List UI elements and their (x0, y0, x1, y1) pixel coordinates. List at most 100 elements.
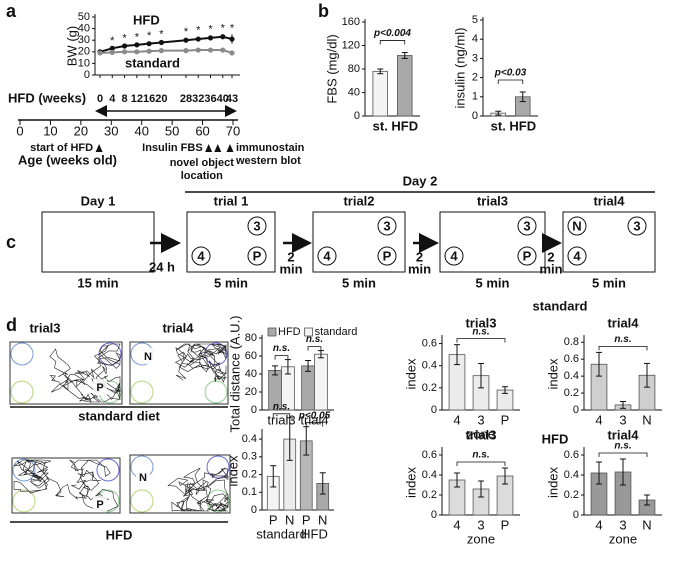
x-tick-label: 28 (180, 93, 192, 105)
significance-label: p<0.03 (494, 68, 527, 79)
object-label: 4 (573, 248, 581, 263)
duration-label: 5 min (592, 275, 626, 290)
object-label-bg (136, 469, 150, 485)
x-tick-label: N (285, 512, 294, 527)
significance-label: n.s. (472, 326, 489, 337)
significance-mark: * (147, 30, 152, 42)
x-tick-label: 36 (204, 93, 216, 105)
y-tick-label: 0.2 (422, 382, 437, 394)
point (158, 39, 164, 46)
y-tick-label: 40 (245, 368, 257, 380)
timeline-tick-label: 30 (104, 123, 118, 138)
significance-mark: * (110, 35, 115, 47)
y-tick-label: 1 (472, 91, 478, 103)
event-marker (214, 144, 222, 152)
y-tick-label: 0.2 (242, 468, 257, 480)
y-axis-label: insulin (ng/ml) (452, 28, 467, 109)
significance-bracket (307, 346, 322, 351)
x-tick-label: HFD (509, 118, 536, 133)
significance-bracket (598, 346, 648, 351)
legend-swatch (304, 327, 314, 337)
interval-label: 2 (287, 249, 294, 264)
x-tick-label: 16 (143, 93, 155, 105)
significance-mark: * (184, 26, 189, 38)
x-tick-label: P (302, 512, 311, 527)
x-tick-label: 3 (477, 412, 484, 427)
y-tick-label: 0.2 (422, 489, 437, 501)
significance-label: n.s. (273, 401, 290, 412)
x-axis-label: zone (467, 531, 495, 546)
chart-title: trial4 (607, 315, 639, 330)
significance-mark: * (159, 29, 164, 41)
x-tick-label: trial4 (300, 412, 328, 427)
object-label: 3 (383, 218, 390, 233)
point (195, 36, 201, 42)
group-label: HFD (301, 526, 328, 541)
event-label: immunostain (236, 142, 305, 154)
panel-label: d (6, 315, 17, 335)
point (109, 49, 115, 55)
object (377, 246, 397, 266)
event-label: novel object (170, 157, 235, 169)
object-label: P (96, 382, 103, 394)
object-label-bg (93, 496, 107, 512)
y-tick-label: 0.4 (422, 360, 437, 372)
y-tick-label: 80 (245, 332, 257, 344)
y-axis-label: index (403, 358, 418, 390)
timeline-tick-label: 50 (165, 123, 179, 138)
object-label: N (144, 351, 152, 363)
bar (372, 70, 388, 117)
track (49, 343, 121, 403)
significance-mark: * (135, 32, 140, 44)
point (207, 47, 214, 53)
series-label: HFD (133, 12, 160, 27)
y-axis-label: Total distance (A.U.) (227, 315, 242, 432)
trial-label: trial3 (29, 320, 60, 335)
timeline-axis-label: Age (weeks old) (18, 152, 117, 167)
duration-label: 5 min (342, 275, 376, 290)
day-label: Day 1 (81, 193, 116, 208)
group-heading: HFD (542, 431, 569, 446)
significance-bracket (305, 422, 324, 427)
track (167, 467, 229, 512)
y-tick-label: 0 (251, 404, 257, 416)
y-tick-label: 0.6 (564, 449, 579, 461)
point (121, 49, 128, 55)
duration-label: 5 min (214, 275, 248, 290)
y-tick-label: 50 (78, 11, 90, 23)
zone-circle (206, 455, 230, 479)
timeline-tick-label: 70 (226, 123, 240, 138)
y-tick-label: 0.4 (422, 469, 437, 481)
object-label-bg (93, 379, 107, 395)
significance-mark: * (221, 22, 226, 34)
x-tick-label: P (501, 412, 510, 427)
legend-label: HFD (278, 326, 301, 338)
object-label: P (253, 248, 262, 263)
interval-label: 2 (547, 249, 554, 264)
significance-label: n.s. (273, 343, 290, 354)
timeline-tick-label: 40 (134, 123, 148, 138)
x-tick-label: st. (373, 118, 388, 133)
object (517, 216, 537, 236)
significance-mark: * (122, 33, 127, 45)
object-label: P (96, 499, 103, 511)
significance-bracket (598, 452, 648, 457)
zone-circle (204, 342, 228, 366)
y-tick-label: 0.6 (422, 449, 437, 461)
point (195, 47, 201, 53)
y-tick-label: 20 (245, 386, 257, 398)
point (146, 41, 152, 47)
x-tick-label: 4 (109, 93, 116, 105)
timeline-tick-label: 20 (74, 123, 88, 138)
trial-label: trial 1 (214, 193, 249, 208)
significance-mark: * (230, 22, 235, 34)
point (229, 36, 235, 42)
object (517, 246, 537, 266)
x-tick-label: N (642, 517, 651, 532)
y-tick-label: 20 (78, 46, 90, 58)
x-tick-label: N (642, 412, 651, 427)
event-label: location (181, 170, 223, 182)
y-tick-label: 120 (342, 39, 360, 51)
y-tick-label: 0.2 (564, 387, 579, 399)
object-label: N (572, 218, 581, 233)
